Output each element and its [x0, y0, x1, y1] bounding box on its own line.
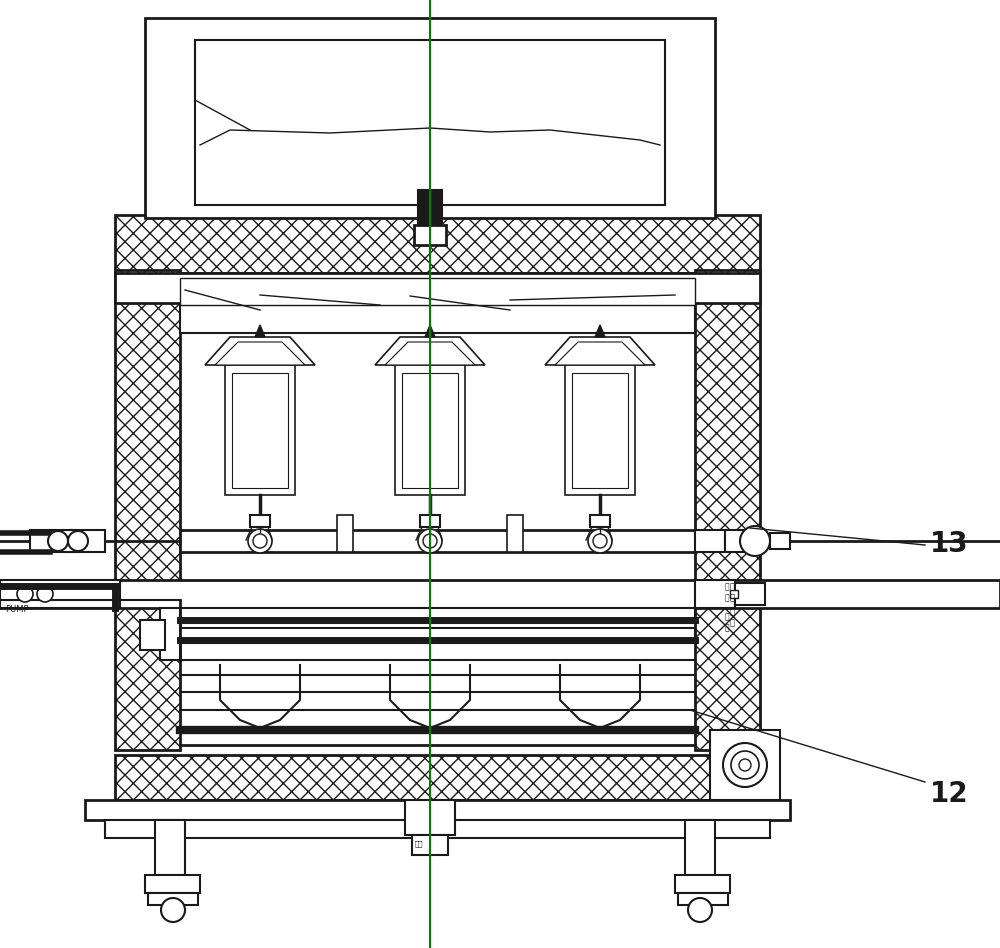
Bar — [0, 580, 120, 608]
Bar — [770, 533, 790, 549]
Text: 排
出: 排 出 — [730, 608, 735, 627]
Bar — [115, 273, 760, 303]
Bar — [180, 608, 695, 623]
Bar — [180, 530, 695, 552]
Polygon shape — [595, 325, 605, 337]
Bar — [160, 608, 180, 660]
Bar — [414, 225, 446, 245]
Circle shape — [739, 759, 751, 771]
Bar — [225, 365, 295, 495]
Circle shape — [17, 586, 33, 602]
Bar — [115, 215, 760, 273]
Bar — [0, 580, 1000, 608]
Bar — [50, 530, 75, 552]
Circle shape — [37, 586, 53, 602]
Bar — [148, 893, 198, 905]
Circle shape — [740, 526, 770, 556]
Bar — [155, 820, 185, 875]
Bar — [565, 365, 635, 495]
Circle shape — [68, 531, 88, 551]
Bar — [180, 628, 695, 643]
Polygon shape — [425, 325, 435, 337]
Bar — [420, 515, 440, 527]
Bar — [180, 278, 695, 305]
Bar — [678, 893, 728, 905]
Bar — [590, 515, 610, 527]
Bar — [405, 800, 455, 835]
Text: 輸
入: 輸 入 — [725, 583, 730, 602]
Bar — [195, 40, 665, 205]
Text: 13: 13 — [930, 530, 969, 558]
Bar — [730, 590, 738, 598]
Circle shape — [731, 751, 759, 779]
Circle shape — [48, 531, 68, 551]
Polygon shape — [255, 325, 265, 337]
Bar — [675, 875, 730, 893]
Bar — [105, 820, 770, 838]
Bar — [507, 515, 523, 552]
Bar — [180, 305, 695, 333]
Polygon shape — [385, 342, 475, 365]
Polygon shape — [545, 337, 655, 365]
Bar — [232, 373, 288, 488]
Bar — [250, 515, 270, 527]
Bar — [395, 365, 465, 495]
Bar — [115, 270, 180, 750]
Bar — [140, 620, 165, 650]
Bar — [30, 530, 55, 552]
Bar — [695, 270, 760, 750]
Bar — [710, 730, 780, 800]
Text: 排水: 排水 — [415, 840, 424, 847]
Text: 12: 12 — [930, 780, 969, 808]
Bar — [85, 800, 790, 820]
Circle shape — [161, 898, 185, 922]
Bar — [412, 835, 448, 855]
Text: PUMP: PUMP — [5, 605, 29, 614]
Circle shape — [588, 529, 612, 553]
Bar — [695, 580, 735, 608]
Bar — [402, 373, 458, 488]
Bar — [115, 755, 760, 800]
Bar — [337, 515, 353, 552]
Bar — [725, 530, 750, 552]
Polygon shape — [555, 342, 645, 365]
Circle shape — [423, 534, 437, 548]
Bar — [685, 820, 715, 875]
Bar — [145, 875, 200, 893]
Text: 輸
入: 輸 入 — [730, 583, 735, 602]
Circle shape — [418, 529, 442, 553]
Text: 排
出: 排 出 — [725, 612, 730, 632]
Circle shape — [253, 534, 267, 548]
Bar — [695, 530, 725, 552]
Circle shape — [688, 898, 712, 922]
Circle shape — [593, 534, 607, 548]
Bar — [70, 530, 105, 552]
Bar — [572, 373, 628, 488]
Polygon shape — [205, 337, 315, 365]
Circle shape — [248, 529, 272, 553]
Bar — [735, 583, 765, 605]
Polygon shape — [375, 337, 485, 365]
Bar — [418, 190, 442, 225]
Bar — [145, 18, 715, 218]
Circle shape — [723, 743, 767, 787]
Polygon shape — [215, 342, 305, 365]
